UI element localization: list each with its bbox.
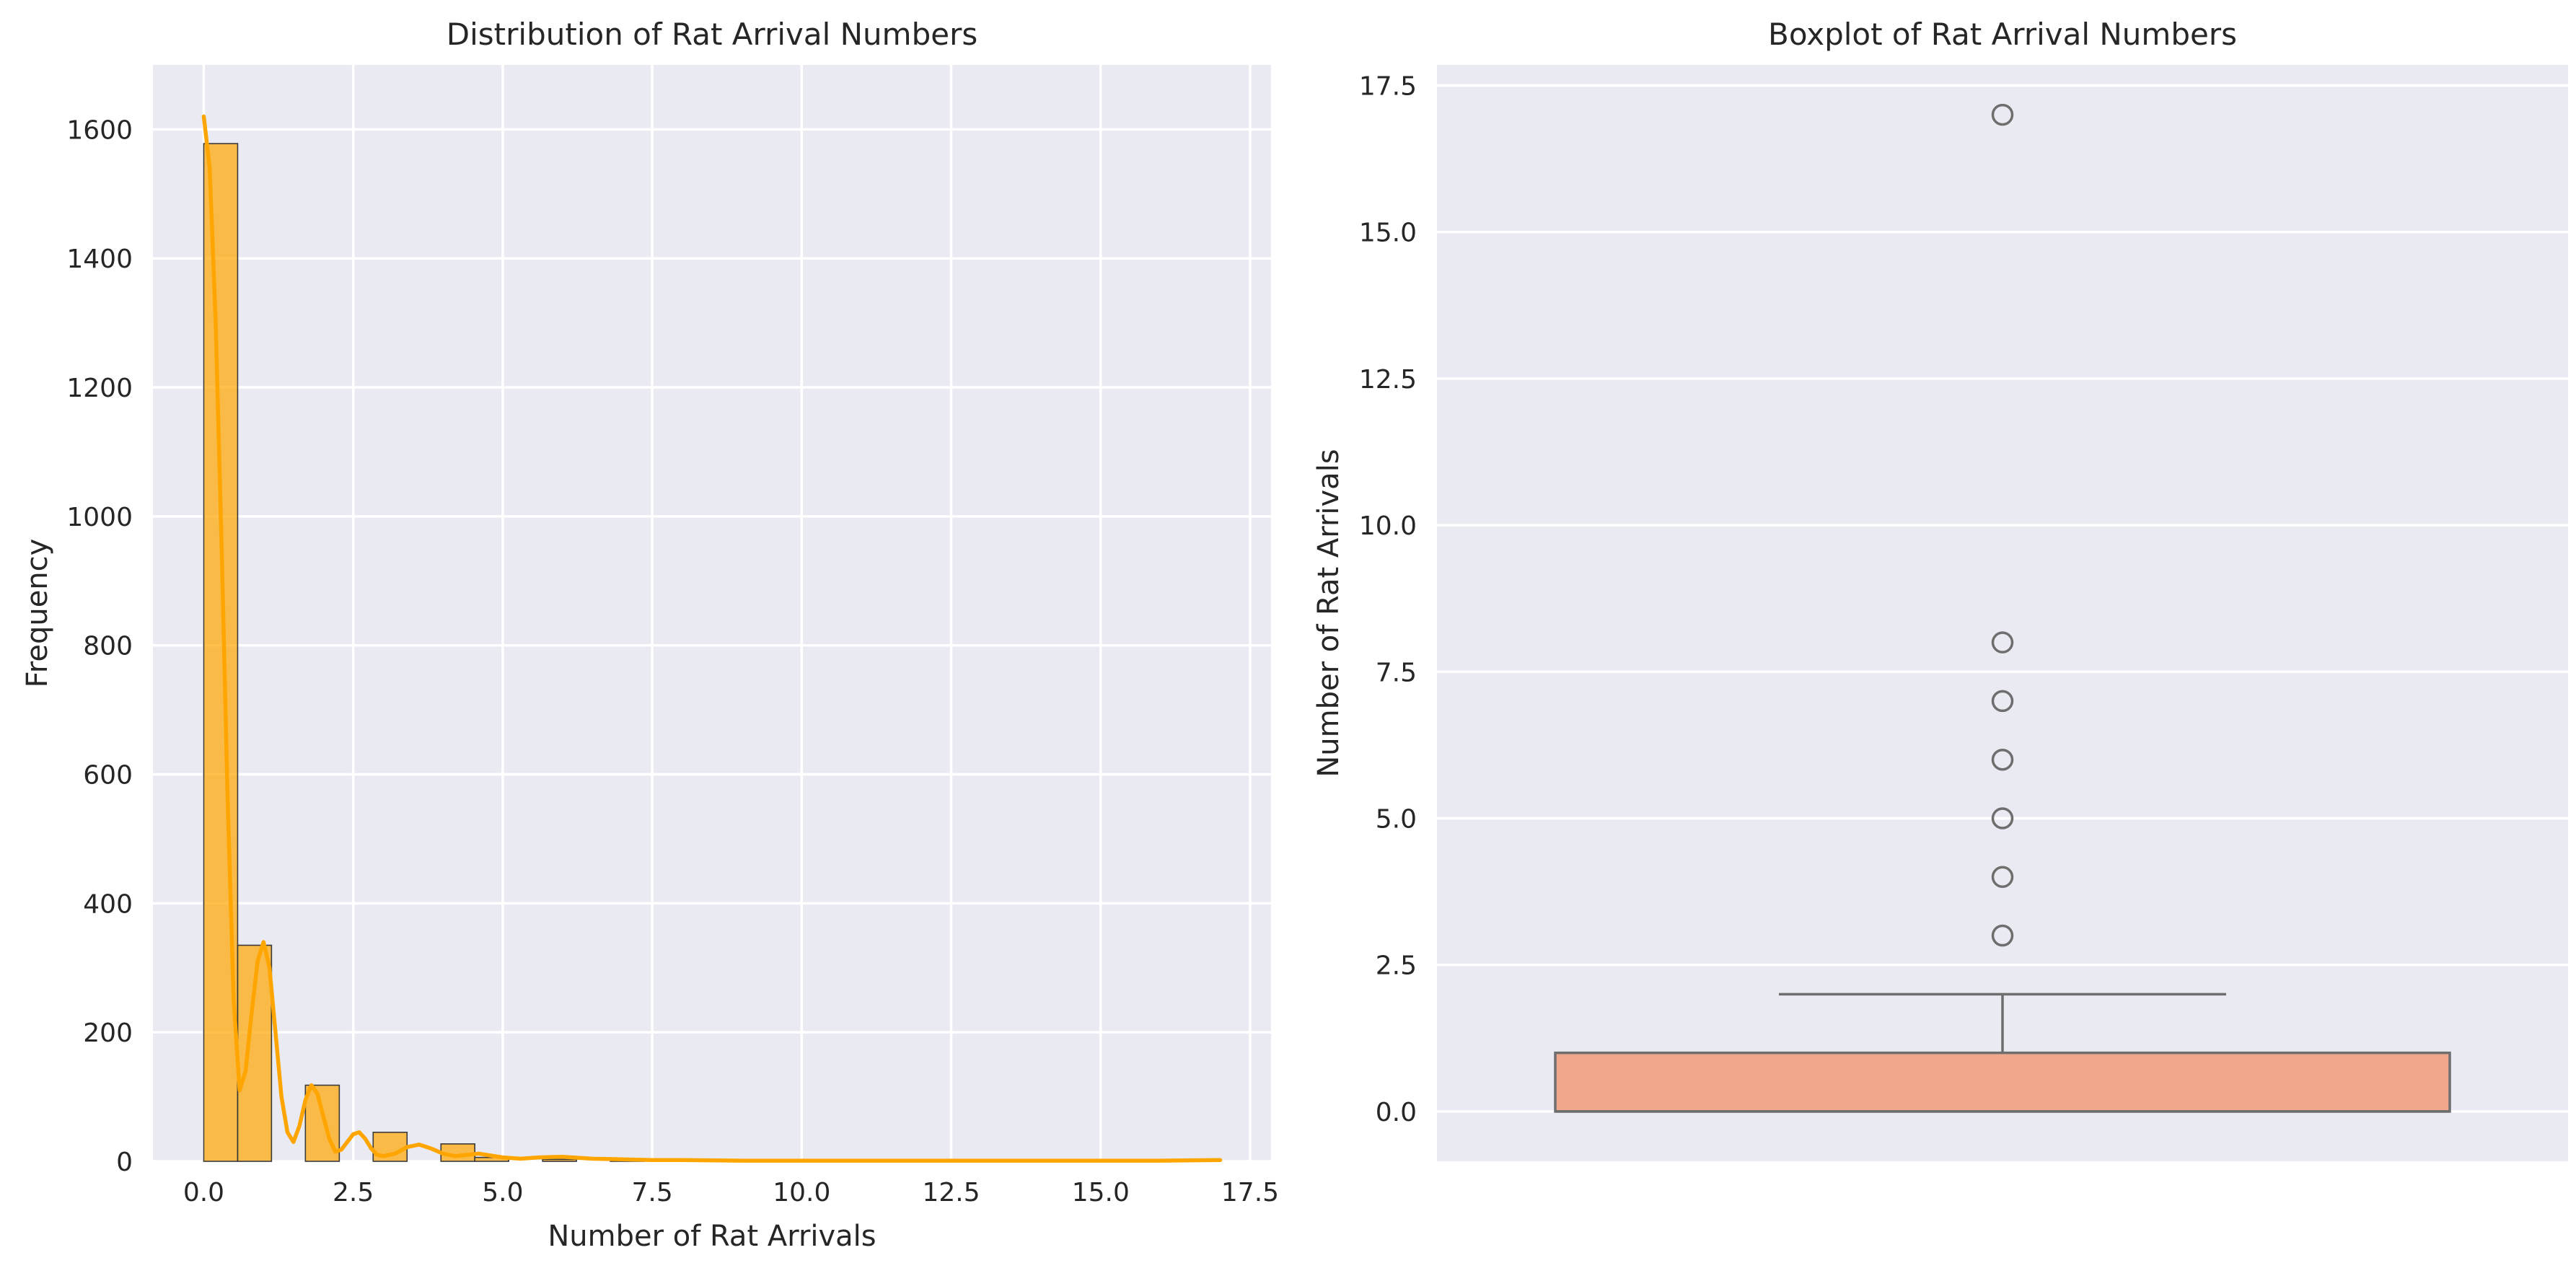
- boxplot-gridlines: [1437, 84, 2568, 1113]
- y-tick-label: 1000: [66, 503, 133, 532]
- x-tick-label: 15.0: [1072, 1178, 1130, 1207]
- y-tick-label: 1400: [66, 245, 133, 274]
- boxplot-panel: 0.0 2.5 5.0 7.5 10.0 12.5 15.0 17.5 Boxplot of …: [1312, 17, 2568, 1161]
- outlier-point: [1991, 807, 2014, 830]
- boxplot-outliers: [1991, 103, 2014, 947]
- outlier-point: [1991, 924, 2014, 947]
- histogram-bar: [542, 1158, 577, 1162]
- x-tick-label: 17.5: [1221, 1178, 1279, 1207]
- histogram-gridlines: [153, 65, 1271, 1163]
- x-tick-label: 7.5: [631, 1178, 672, 1207]
- y-tick-label: 200: [83, 1018, 133, 1048]
- x-tick-label: 2.5: [333, 1178, 374, 1207]
- y-tick-label: 1200: [66, 374, 133, 403]
- histogram-x-tick-labels: 0.0 2.5 5.0 7.5 10.0 12.5 15.0 17.5: [183, 1178, 1279, 1207]
- outlier-point: [1991, 748, 2014, 771]
- y-tick-label: 400: [83, 889, 133, 919]
- y-tick-label: 800: [83, 632, 133, 661]
- outlier-point: [1991, 866, 2014, 889]
- x-tick-label: 10.0: [773, 1178, 830, 1207]
- y-tick-label: 12.5: [1359, 365, 1417, 395]
- boxplot-y-axis-label: Number of Rat Arrivals: [1312, 449, 1345, 777]
- y-tick-label: 5.0: [1376, 804, 1417, 834]
- y-tick-label: 2.5: [1376, 951, 1417, 981]
- kde-curve: [201, 114, 1223, 1163]
- outlier-point: [1991, 690, 2014, 713]
- y-tick-label: 0.0: [1376, 1098, 1417, 1127]
- x-tick-label: 12.5: [922, 1178, 980, 1207]
- y-tick-label: 15.0: [1359, 219, 1417, 248]
- y-tick-label: 10.0: [1359, 511, 1417, 541]
- y-tick-label: 0: [116, 1148, 133, 1177]
- histogram-y-tick-labels: 0 200 400 600 800 1000 1200 1400 1600: [66, 115, 133, 1177]
- x-tick-label: 5.0: [482, 1178, 523, 1207]
- y-tick-label: 7.5: [1376, 658, 1417, 687]
- y-tick-label: 600: [83, 761, 133, 791]
- boxplot-box: [1554, 993, 2451, 1113]
- x-tick-label: 0.0: [183, 1178, 224, 1207]
- y-tick-label: 17.5: [1359, 71, 1417, 101]
- y-tick-label: 1600: [66, 115, 133, 145]
- histogram-title: Distribution of Rat Arrival Numbers: [447, 17, 977, 52]
- boxplot-y-tick-labels: 0.0 2.5 5.0 7.5 10.0 12.5 15.0 17.5: [1359, 71, 1417, 1127]
- boxplot-plot-area: [1437, 65, 2568, 1161]
- histogram-plot-area: [153, 65, 1271, 1161]
- outlier-point: [1991, 631, 2014, 654]
- histogram-y-axis-label: Frequency: [21, 539, 54, 688]
- outlier-point: [1991, 103, 2014, 126]
- histogram-bars: [203, 143, 1221, 1162]
- interquartile-box: [1554, 1051, 2451, 1113]
- histogram-panel: 0.0 2.5 5.0 7.5 10.0 12.5 15.0 17.5 0 200 400 600 8…: [21, 17, 1279, 1253]
- boxplot-title: Boxplot of Rat Arrival Numbers: [1768, 17, 2237, 52]
- histogram-x-axis-label: Number of Rat Arrivals: [548, 1220, 876, 1253]
